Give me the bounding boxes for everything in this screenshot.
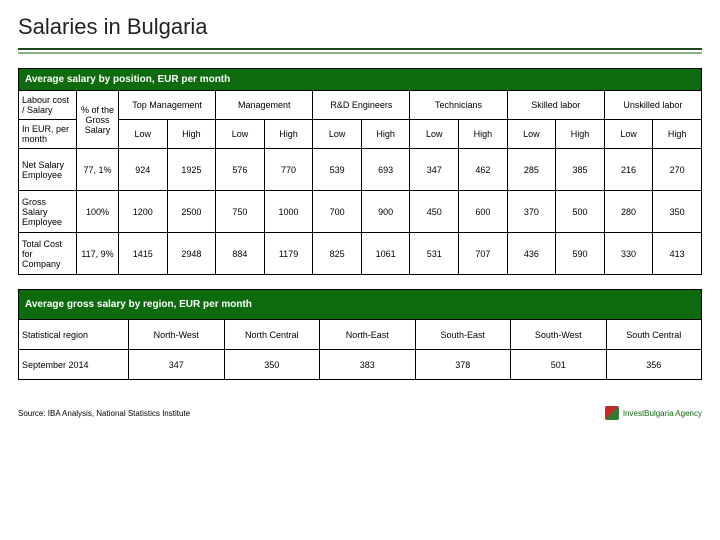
table1-cell: 270 [653,149,702,191]
source-text: Source: IBA Analysis, National Statistic… [18,409,190,418]
table-row: Gross Salary Employee100%120025007501000… [19,191,702,233]
table1-group: Technicians [410,91,507,120]
logo-icon [605,406,619,420]
table1-cell: 900 [361,191,410,233]
table1-sub: Low [313,120,362,149]
table1-cell: 413 [653,233,702,275]
table1-group: Skilled labor [507,91,604,120]
table1-cell: 450 [410,191,459,233]
table1-cell: 600 [459,191,508,233]
table1-cell: 750 [216,191,265,233]
table2-value: 350 [224,350,320,380]
table1-cell: 539 [313,149,362,191]
table1-cell: 924 [119,149,168,191]
table1-cell: 2500 [167,191,216,233]
table2-region: South-East [415,320,511,350]
table2-region: North Central [224,320,320,350]
table1-corner-bottom: In EUR, per month [19,120,77,149]
table1-sub: High [167,120,216,149]
table-row: Total Cost for Company117, 9%14152948884… [19,233,702,275]
table1-cell: 370 [507,191,556,233]
table1-sub: High [459,120,508,149]
table2-row1-label: Statistical region [19,320,129,350]
table2-value: 501 [511,350,607,380]
table1-group: R&D Engineers [313,91,410,120]
table1-cell: 531 [410,233,459,275]
table1-sub: Low [604,120,653,149]
table1-cell: 436 [507,233,556,275]
table1-cell: 1415 [119,233,168,275]
table2-value: 347 [129,350,225,380]
table1-sub: High [653,120,702,149]
table1-sub: High [556,120,605,149]
table1-cell: 1061 [361,233,410,275]
table1-cell: 1000 [264,191,313,233]
table1-sub: High [361,120,410,149]
table1-row-label: Net Salary Employee [19,149,77,191]
logo-text: InvestBulgaria Agency [623,409,702,418]
table2-region: South-West [511,320,607,350]
divider-dark [18,48,702,50]
table1-cell: 1925 [167,149,216,191]
table1-cell: 693 [361,149,410,191]
table1-group: Top Management [119,91,216,120]
table2-value: 383 [320,350,416,380]
table1-sub: Low [410,120,459,149]
table1-cell: 700 [313,191,362,233]
table1-cell: 216 [604,149,653,191]
table2-region: North-East [320,320,416,350]
table1-cell: 590 [556,233,605,275]
table1-cell: 462 [459,149,508,191]
table2-value: 356 [606,350,702,380]
salary-by-region-table: Average gross salary by region, EUR per … [18,289,702,380]
table1-sub: Low [119,120,168,149]
table1-cell: 347 [410,149,459,191]
page-title: Salaries in Bulgaria [18,14,702,40]
table2-region: North-West [129,320,225,350]
table1-cell: 2948 [167,233,216,275]
table2-header: Average gross salary by region, EUR per … [19,290,702,320]
table1-cell: 350 [653,191,702,233]
table1-pct-label: % of the Gross Salary [77,91,119,149]
agency-logo: InvestBulgaria Agency [605,406,702,420]
table1-cell: 500 [556,191,605,233]
table1-sub: High [264,120,313,149]
table1-cell: 1200 [119,191,168,233]
table1-cell: 576 [216,149,265,191]
table1-cell: 707 [459,233,508,275]
table2-value: 378 [415,350,511,380]
table1-cell: 825 [313,233,362,275]
table2-row2-label: September 2014 [19,350,129,380]
table1-group: Unskilled labor [604,91,701,120]
table1-corner-top: Labour cost / Salary [19,91,77,120]
table1-cell: 770 [264,149,313,191]
table1-cell: 285 [507,149,556,191]
table1-cell: 330 [604,233,653,275]
table1-row-label: Gross Salary Employee [19,191,77,233]
table1-pct: 77, 1% [77,149,119,191]
table1-cell: 280 [604,191,653,233]
salary-by-position-table: Average salary by position, EUR per mont… [18,68,702,275]
table1-row-label: Total Cost for Company [19,233,77,275]
table2-region: South Central [606,320,702,350]
table1-pct: 100% [77,191,119,233]
table1-header: Average salary by position, EUR per mont… [19,69,702,91]
table1-sub: Low [216,120,265,149]
table1-group: Management [216,91,313,120]
divider-light [18,52,702,54]
table-row: Net Salary Employee77, 1%924192557677053… [19,149,702,191]
table1-sub: Low [507,120,556,149]
table1-pct: 117, 9% [77,233,119,275]
table1-cell: 884 [216,233,265,275]
table1-cell: 1179 [264,233,313,275]
table1-cell: 385 [556,149,605,191]
